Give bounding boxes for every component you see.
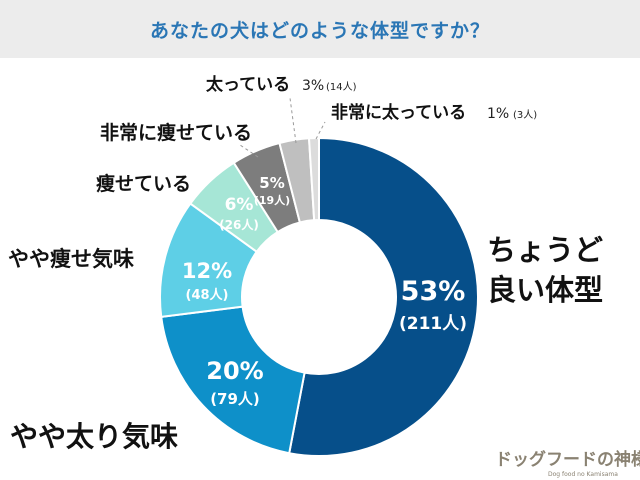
- watermark-logo: ドッグフードの神様 Dog food no Kamisama: [495, 449, 640, 478]
- title-bar: あなたの犬はどのような体型ですか？: [0, 0, 640, 58]
- watermark-sub: Dog food no Kamisama: [548, 471, 618, 478]
- slice-percent-label: 1%: [487, 106, 509, 122]
- slice-count-label: (48人): [186, 287, 229, 303]
- slice-count-label: (14人): [326, 81, 357, 93]
- category-label: 太っている: [206, 74, 290, 95]
- category-label-line: ちょうど: [487, 233, 603, 267]
- category-label: やや痩せ気味: [8, 247, 134, 271]
- leader-line-taitteiru: [289, 97, 297, 144]
- category-label: 非常に太っている: [331, 102, 466, 123]
- leader-line-hijouni-yaseteiru: [239, 144, 259, 158]
- slice-percent-label: 5%: [259, 174, 284, 192]
- category-label: 非常に痩せている: [100, 121, 252, 144]
- small-label-taitteiru: 太っている 3% (14人): [206, 74, 357, 95]
- slices-layer: [159, 136, 479, 457]
- watermark-main: ドッグフードの神様: [495, 449, 640, 470]
- slice-percent-label: 6%: [225, 195, 254, 215]
- slice-6: [307, 136, 320, 222]
- slice-1: [160, 305, 306, 455]
- category-label-line: 良い体型: [487, 273, 603, 307]
- slice-0: [288, 136, 479, 457]
- slice-count-label: (79人): [210, 390, 260, 408]
- slice-count-label: (26人): [219, 217, 259, 232]
- chart-title: あなたの犬はどのような体型ですか？: [149, 19, 490, 42]
- slice-percent-label: 12%: [182, 259, 232, 283]
- slice-percent-label: 53%: [401, 276, 466, 307]
- leader-lines: [239, 97, 326, 158]
- slice-count-label: (19人): [254, 193, 290, 207]
- slice-count-label: (3人): [513, 109, 537, 121]
- leader-line-hijouni-futotteiru: [315, 121, 326, 140]
- slice-count-label: (211人): [399, 314, 467, 334]
- small-label-hijouni-futotteiru: 非常に太っている 1% (3人): [331, 102, 537, 123]
- category-label: やや太り気味: [10, 420, 178, 453]
- slice-percent-label: 20%: [206, 357, 263, 385]
- category-label: ちょうど良い体型: [487, 233, 603, 307]
- category-label: 痩せている: [96, 172, 191, 195]
- slice-percent-label: 3%: [302, 78, 324, 94]
